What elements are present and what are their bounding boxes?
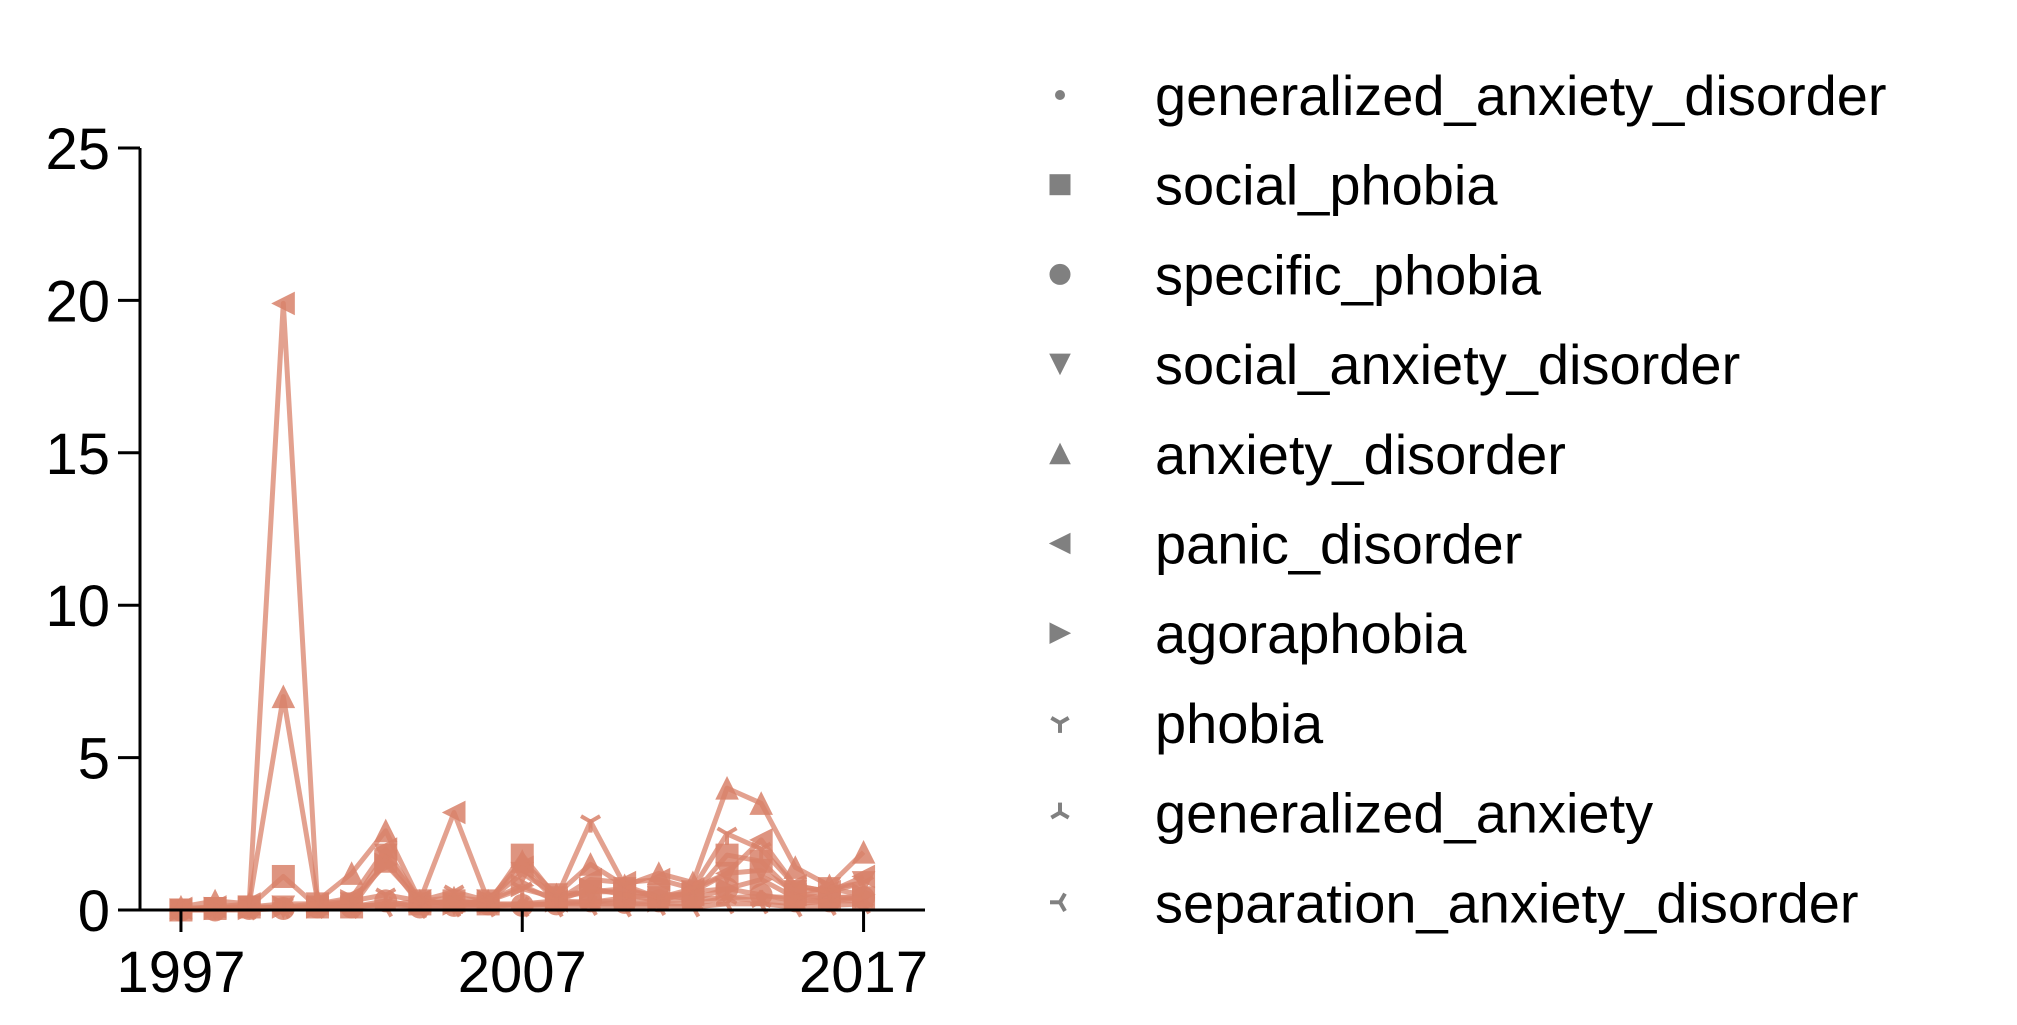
legend-label: social_anxiety_disorder [1155, 333, 1740, 396]
axes: 0 5 10 15 20 25 1997 2007 2017 [45, 117, 928, 1005]
legend-marker [1055, 90, 1065, 100]
data-point [749, 791, 773, 815]
legend-item: social_phobia [1049, 154, 1498, 217]
y-tick-label: 10 [45, 574, 110, 639]
legend-label: social_phobia [1155, 154, 1498, 217]
legend-item: generalized_anxiety [1050, 782, 1653, 845]
data-point [714, 861, 739, 886]
legend-marker [1049, 263, 1071, 285]
legend-label: separation_anxiety_disorder [1155, 871, 1859, 934]
data-point [579, 814, 602, 833]
legend-marker [1050, 802, 1070, 820]
data-point [783, 855, 808, 879]
legend-marker [1049, 353, 1071, 376]
y-tick-label: 20 [45, 269, 110, 334]
data-point [271, 684, 296, 709]
data-point [374, 852, 398, 877]
y-tick-label: 5 [78, 727, 110, 792]
legend-label: specific_phobia [1155, 243, 1542, 306]
legend: generalized_anxiety_disorder social_phobi… [1048, 64, 1887, 934]
legend-label: panic_disorder [1155, 513, 1522, 576]
y-tick-label: 15 [45, 422, 110, 487]
data-point [510, 855, 534, 880]
series-line [180, 300, 865, 911]
legend-marker [1050, 892, 1067, 912]
y-tick-label: 25 [45, 117, 110, 182]
legend-item: panic_disorder [1048, 513, 1522, 576]
legend-item: anxiety_disorder [1049, 423, 1566, 486]
legend-item: specific_phobia [1049, 243, 1542, 306]
legend-label: generalized_anxiety [1155, 782, 1653, 845]
data-point [851, 839, 876, 864]
legend-marker [1050, 716, 1070, 733]
legend-label: agoraphobia [1155, 602, 1467, 665]
legend-marker [1048, 532, 1071, 555]
data-point [271, 291, 295, 316]
data-point [646, 867, 671, 892]
data-point [339, 861, 364, 885]
data-point [441, 800, 466, 825]
legend-item: social_anxiety_disorder [1049, 333, 1740, 396]
legend-item: phobia [1050, 692, 1324, 755]
x-tick-label: 1997 [116, 940, 245, 1005]
legend-label: anxiety_disorder [1155, 423, 1566, 486]
legend-item: separation_anxiety_disorder [1050, 871, 1859, 934]
data-point [750, 841, 772, 861]
data-point [716, 826, 738, 845]
legend-marker [1049, 622, 1072, 645]
x-tick-label: 2017 [799, 940, 928, 1005]
legend-label: generalized_anxiety_disorder [1155, 64, 1887, 127]
legend-item: generalized_anxiety_disorder [1055, 64, 1887, 127]
data-point [271, 864, 295, 888]
plot-area [168, 291, 876, 923]
data-point [373, 837, 398, 861]
x-tick-label: 2007 [458, 940, 587, 1005]
legend-marker [1049, 442, 1071, 465]
series-panic_disorder [168, 291, 876, 921]
y-tick-label: 0 [78, 879, 110, 944]
legend-label: phobia [1155, 692, 1324, 755]
data-point [373, 818, 398, 843]
legend-marker [1049, 174, 1071, 196]
data-point [715, 775, 739, 800]
legend-item: agoraphobia [1049, 602, 1467, 665]
data-point [749, 867, 774, 892]
